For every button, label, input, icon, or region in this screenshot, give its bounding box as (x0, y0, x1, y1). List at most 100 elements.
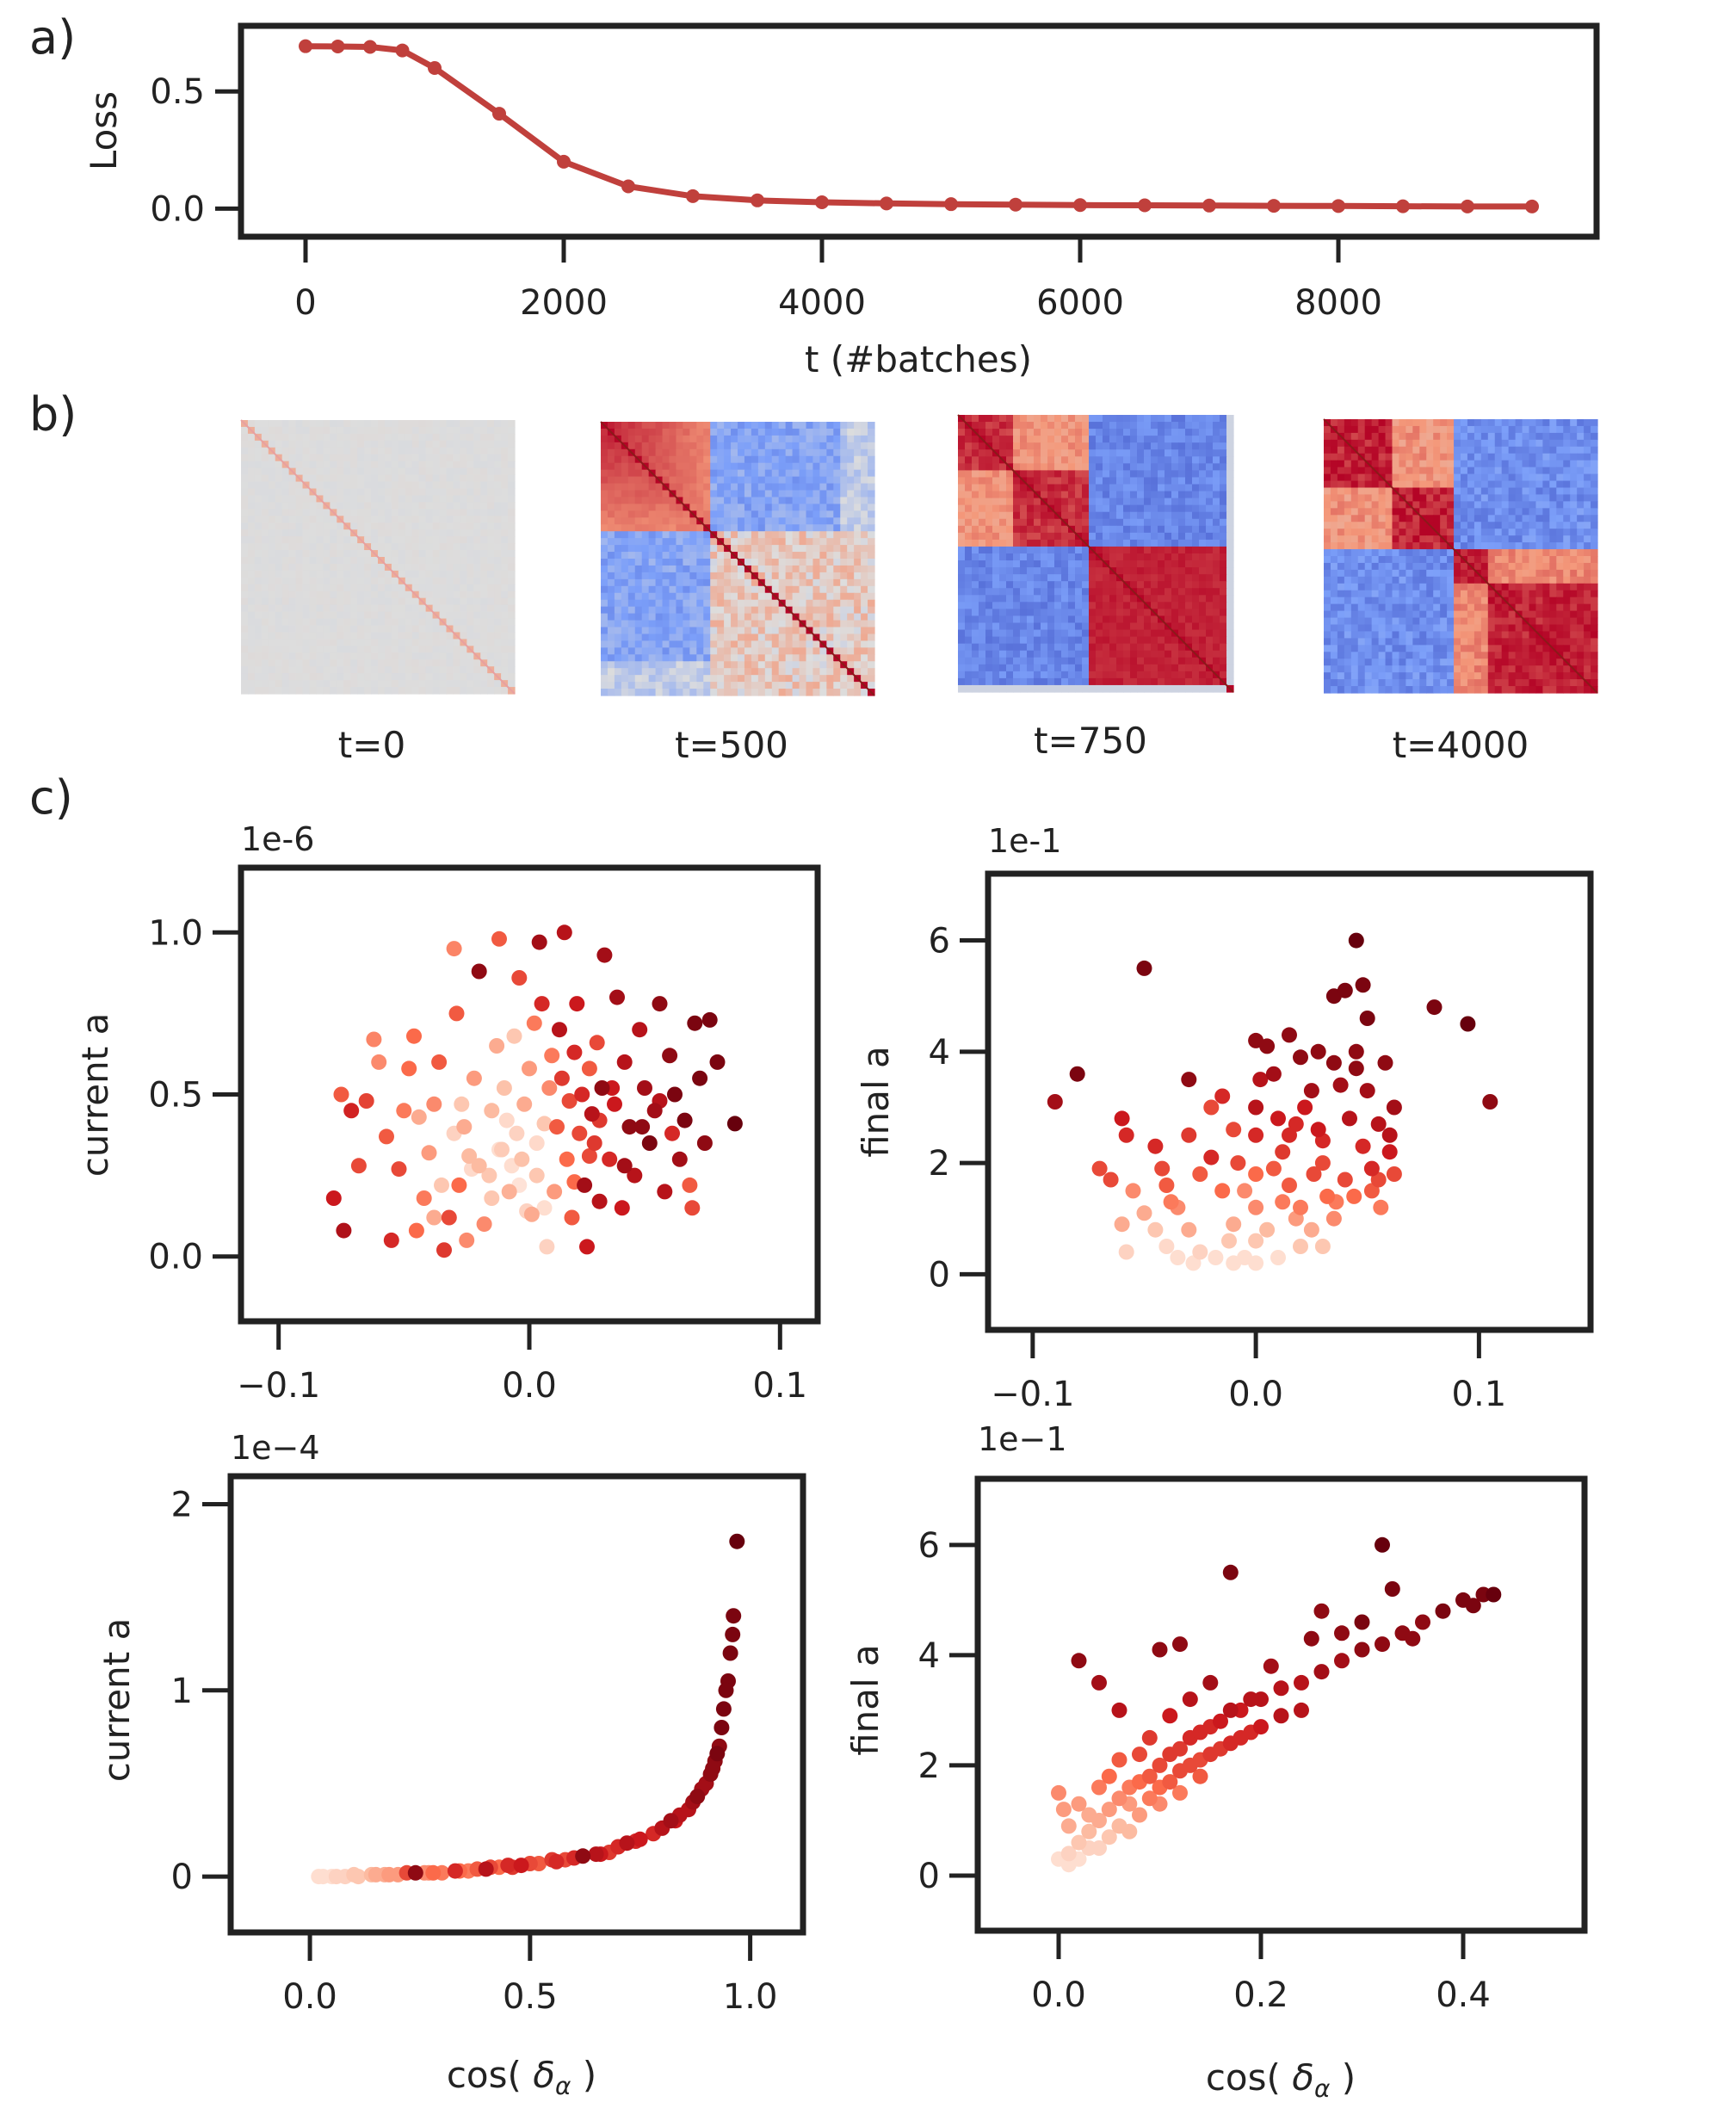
heatmap-cell (806, 490, 814, 498)
heatmap-cell (295, 481, 304, 490)
heatmap-cell (992, 470, 1000, 479)
heatmap-cell (281, 440, 290, 448)
heatmap-cell (771, 462, 780, 471)
heatmap-cell (295, 522, 304, 530)
heatmap-cell (1027, 553, 1035, 561)
heatmap-cell (432, 522, 441, 530)
heatmap-cell (1130, 622, 1138, 631)
heatmap-cell (1165, 574, 1172, 582)
heatmap-cell (689, 682, 697, 689)
heatmap-cell (460, 646, 467, 653)
heatmap-cell (847, 640, 855, 648)
heatmap-cell (641, 504, 650, 511)
heatmap-cell (1047, 511, 1055, 520)
heatmap-cell (717, 455, 725, 464)
heatmap-cell (378, 461, 386, 469)
heatmap-cell (1013, 560, 1021, 568)
heatmap-cell (689, 531, 697, 539)
heatmap-cell (1123, 588, 1131, 596)
heatmap-cell (425, 433, 434, 442)
heatmap-cell (337, 673, 344, 681)
heatmap-cell (1047, 491, 1055, 499)
heatmap-cell (819, 559, 827, 566)
heatmap-cell (453, 433, 460, 442)
heatmap-cell (1213, 525, 1220, 534)
heatmap-cell (391, 420, 399, 428)
heatmap-cell (799, 483, 807, 491)
heatmap-cell (806, 689, 814, 696)
heatmap-cell (1151, 422, 1158, 430)
heatmap-cell (316, 420, 324, 428)
heatmap-cell (460, 440, 467, 448)
heatmap-cell (1178, 511, 1186, 520)
heatmap-cell (418, 570, 427, 578)
heatmap-cell (1130, 553, 1138, 561)
heatmap-cell (1123, 567, 1131, 575)
heatmap-cell (601, 585, 609, 594)
heatmap-cell (473, 536, 481, 544)
heatmap-cell (868, 483, 875, 491)
heatmap-cell (337, 611, 344, 620)
heatmap-cell (343, 666, 351, 674)
heatmap-cell (958, 677, 966, 686)
heatmap-cell (275, 570, 283, 578)
heatmap-cell (398, 597, 406, 606)
heatmap-cell (1399, 439, 1406, 448)
heatmap-cell (833, 647, 841, 655)
heatmap-cell (601, 476, 609, 485)
heatmap-cell (1020, 456, 1028, 464)
heatmap-cell (350, 488, 358, 497)
heatmap-cell (792, 585, 800, 594)
heatmap-cell (1213, 498, 1220, 506)
heatmap-cell (826, 497, 834, 504)
heatmap-cell (330, 543, 337, 551)
heatmap-cell (1130, 429, 1138, 436)
heatmap-cell (614, 504, 622, 511)
heatmap-cell (364, 550, 372, 558)
heatmap-cell (247, 433, 256, 442)
heatmap-cell (799, 565, 807, 573)
heatmap-cell (425, 652, 434, 660)
heatmap-cell (655, 552, 664, 560)
heatmap-cell (1075, 484, 1083, 492)
heatmap-cell (357, 420, 365, 428)
heatmap-cell (607, 422, 615, 430)
heatmap-cell (432, 481, 441, 490)
heatmap-cell (1116, 671, 1124, 679)
heatmap-cell (854, 559, 862, 566)
heatmap-cell (812, 606, 820, 615)
heatmap-cell (1116, 463, 1124, 471)
heatmap-cell (330, 625, 337, 634)
heatmap-cell (833, 689, 841, 696)
heatmap-cell (1109, 595, 1117, 603)
heatmap-cell (1006, 518, 1014, 527)
heatmap-cell (833, 620, 841, 628)
heatmap-cell (1385, 432, 1393, 441)
heatmap-cell (268, 522, 276, 530)
heatmap-cell (601, 613, 609, 621)
heatmap-cell (254, 454, 263, 462)
heatmap-cell (261, 632, 269, 640)
heatmap-cell (1082, 588, 1090, 596)
heatmap-cell (717, 592, 725, 601)
heatmap-cell (439, 420, 448, 428)
heatmap-cell (627, 689, 636, 696)
heatmap-cell (1075, 436, 1083, 443)
heatmap-cell (621, 490, 629, 498)
heatmap-cell (1220, 511, 1227, 520)
heatmap-cell (254, 488, 263, 497)
heatmap-cell (724, 504, 732, 511)
heatmap-cell (614, 634, 622, 641)
heatmap-cell (1034, 609, 1041, 617)
heatmap-cell (473, 618, 481, 627)
heatmap-cell (607, 599, 615, 608)
heatmap-cell (323, 680, 331, 688)
heatmap-cell (453, 590, 460, 599)
heatmap-cell (1371, 425, 1380, 434)
heatmap-cell (411, 673, 420, 681)
heatmap-cell (1013, 671, 1021, 679)
heatmap-cell (288, 509, 297, 516)
heatmap-cell (648, 422, 657, 430)
heatmap-cell (330, 646, 337, 653)
heatmap-cell (432, 502, 441, 510)
